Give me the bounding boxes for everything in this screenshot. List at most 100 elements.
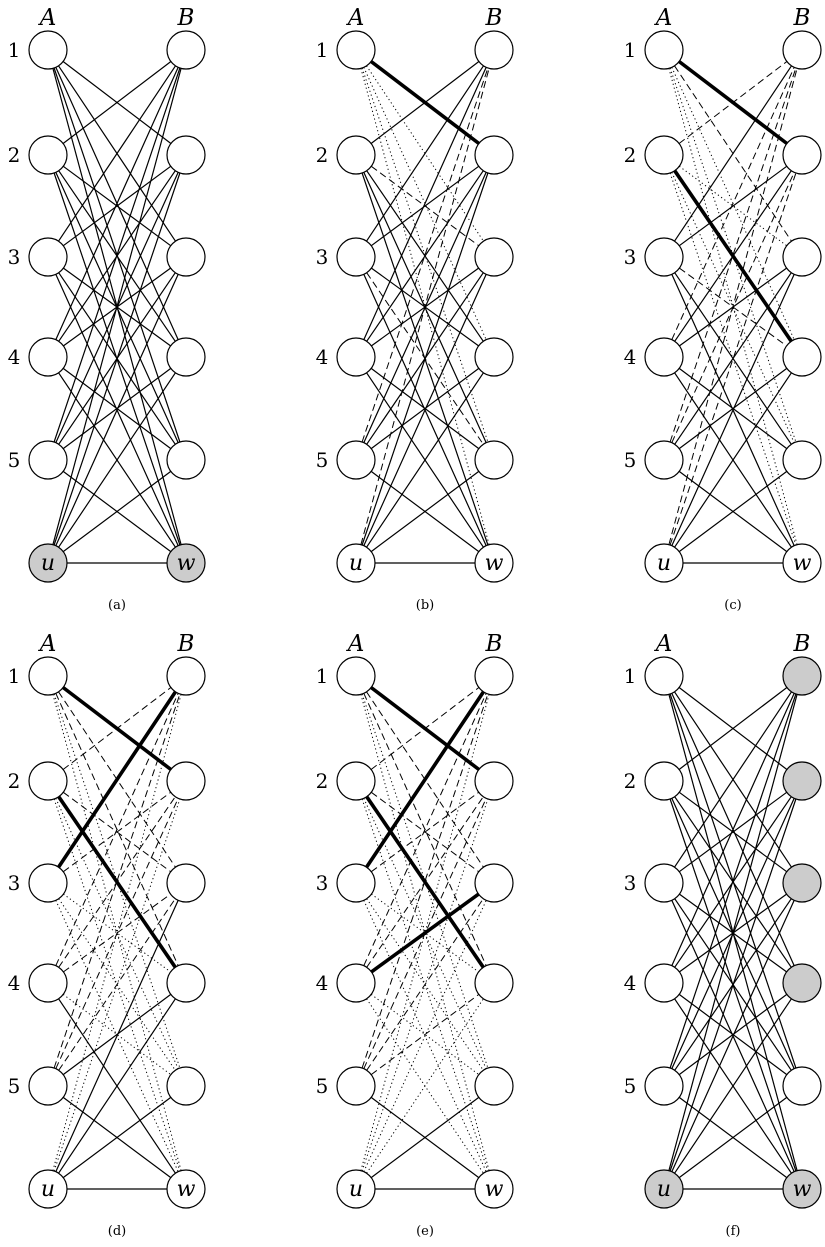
node-a1 [336,30,376,70]
row-label-3: 3 [624,245,637,269]
edge-A4-B1-dashed [363,693,487,966]
column-label-a: A [346,5,365,31]
node-b2 [474,761,514,801]
node-w [166,543,206,583]
node-b3 [166,237,206,277]
edge-A4-B2-dashed [58,796,176,968]
edge-A2-B1-dashed [678,61,788,144]
edge-u-B4-solid [674,372,792,548]
panel-caption: (d) [108,1224,126,1239]
node-w [166,1169,206,1209]
edge-A5-B4-solid [62,993,172,1076]
node-b4 [166,337,206,377]
node-a5 [28,440,68,480]
column-label-a: A [346,631,365,657]
node-label-u: u [657,551,671,576]
row-label-2: 2 [624,769,637,793]
edge-u-B2-solid [669,798,797,1172]
edge-A3-B1-solid [366,65,484,242]
node-a4 [644,337,684,377]
edge-A3-B2-solid [62,165,172,247]
node-w [782,543,822,583]
node-b1 [166,30,206,70]
edge-A5-B3-solid [674,272,792,445]
node-a3 [336,237,376,277]
node-a1 [336,656,376,696]
edge-u-B1-dashed [360,68,490,545]
row-label-3: 3 [8,871,21,895]
edge-A1-B5-dotted [361,693,489,1069]
edges [52,686,182,1190]
row-label-1: 1 [316,38,329,62]
node-label-u: u [349,551,363,576]
row-label-1: 1 [8,664,21,688]
node-label-u: u [657,1177,671,1202]
node-a3 [28,237,68,277]
node-a4 [336,963,376,1003]
edge-u-B4-solid [366,372,484,548]
node-a2 [336,135,376,175]
column-label-b: B [177,631,195,657]
node-label-w: w [177,1177,196,1202]
edge-A3-B5-dotted [366,898,484,1071]
edge-A3-B1-solid [674,65,792,242]
node-a2 [644,761,684,801]
node-a1 [28,656,68,696]
node-a2 [28,135,68,175]
node-a3 [28,863,68,903]
node-a5 [336,1066,376,1106]
column-label-b: B [793,5,811,31]
node-a2 [644,135,684,175]
edge-u-B3-solid [55,274,179,546]
column-label-b: B [485,631,503,657]
edge-A3-B2-solid [678,791,788,873]
panel-caption: (b) [416,598,434,613]
edges [52,61,182,564]
edge-A3-B2-dashed [63,791,171,873]
row-label-4: 4 [316,345,329,369]
column-label-a: A [38,631,57,657]
edge-u-B4-dotted [366,998,484,1174]
edge-A1-B5-dotted [53,693,181,1069]
node-b5 [782,440,822,480]
node-b1 [782,656,822,696]
panel-caption: (f) [726,1224,741,1239]
edge-u-B5-solid [370,470,480,553]
node-label-w: w [177,551,196,576]
node-b4 [474,963,514,1003]
edge-u-B5-solid [62,1096,172,1179]
column-label-a: A [654,5,673,31]
edge-A3-B1-solid [58,65,176,242]
node-label-w: w [793,551,812,576]
node-w [782,1169,822,1209]
edge-u-B2-solid [53,172,181,546]
node-label-u: u [349,1177,363,1202]
node-b1 [474,30,514,70]
row-label-4: 4 [624,345,637,369]
node-label-u: u [41,1177,55,1202]
node-u [336,1169,376,1209]
row-label-4: 4 [8,345,21,369]
column-label-a: A [38,5,57,31]
node-b5 [782,1066,822,1106]
node-b5 [166,1066,206,1106]
edge-A2-B1-dashed [62,687,172,770]
edge-A3-B5-dotted [58,898,176,1071]
edge-u-B2-dotted [53,798,181,1172]
row-label-3: 3 [8,245,21,269]
node-label-u: u [41,551,55,576]
edge-A3-B1-bold [365,690,485,869]
node-w [474,543,514,583]
node-b2 [782,761,822,801]
node-a3 [644,863,684,903]
edge-u-B5-solid [678,1096,788,1179]
node-b3 [782,863,822,903]
edge-A1-B5-dotted [361,67,489,443]
edge-A2-B1-solid [62,61,172,144]
row-label-2: 2 [316,769,329,793]
node-a2 [28,761,68,801]
node-a5 [644,440,684,480]
node-u [28,1169,68,1209]
node-a4 [28,337,68,377]
